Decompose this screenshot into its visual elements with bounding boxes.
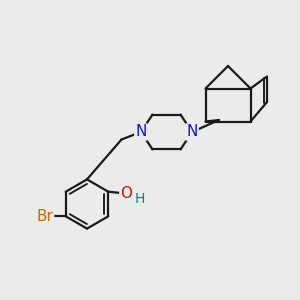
Text: N: N: [186, 124, 198, 140]
Text: N: N: [135, 124, 147, 140]
Text: O: O: [120, 186, 132, 201]
Text: H: H: [134, 192, 145, 206]
Text: Br: Br: [36, 209, 53, 224]
